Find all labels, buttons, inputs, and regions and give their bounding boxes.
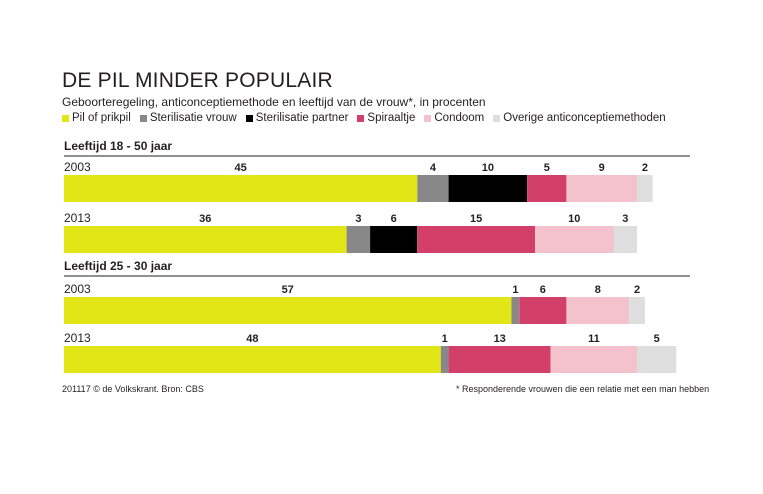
data-label-spiraaltje-2-2003: 6 [540, 284, 546, 296]
legend-swatch-overige [493, 114, 501, 122]
legend-item-sterilisatie-vrouw: Sterilisatie vrouw [139, 112, 237, 124]
bar-segment-sterilisatie-vrouw-2-2013 [440, 346, 449, 373]
chart-subtitle: Geboorteregeling, anticonceptiemethode e… [62, 95, 486, 109]
bar-segment-condoom-2-2013 [550, 346, 637, 373]
data-label-overige-2-2013: 5 [654, 333, 660, 345]
data-label-spiraaltje-1-2013: 15 [470, 213, 482, 225]
data-label-sterilisatie-vrouw-2-2013: 1 [442, 333, 448, 345]
legend-item-overige: Overige anticonceptiemethoden [493, 112, 666, 124]
bar-segment-condoom-2-2003 [566, 297, 630, 324]
data-label-overige-2-2003: 2 [634, 284, 640, 296]
bar-segment-condoom-1-2003 [566, 175, 637, 202]
chart-title: DE PIL MINDER POPULAIR [62, 69, 333, 92]
legend-swatch-sterilisatie-partner [245, 114, 253, 122]
legend-label-spiraaltje: Spiraaltje [367, 112, 416, 124]
bar-segment-overige-1-2003 [637, 175, 653, 202]
bar-segment-sterilisatie-vrouw-2-2003 [511, 297, 520, 324]
legend-label-sterilisatie-vrouw: Sterilisatie vrouw [149, 112, 237, 124]
bar-segment-overige-2-2013 [637, 346, 677, 373]
data-label-condoom-1-2003: 9 [599, 162, 605, 174]
year-label-2-2003: 2003 [64, 282, 91, 296]
group-label-1: Leeftijd 18 - 50 jaar [64, 139, 172, 153]
group-label-2: Leeftijd 25 - 30 jaar [64, 259, 172, 273]
data-label-pil-2-2003: 57 [282, 284, 294, 296]
data-label-sterilisatie-vrouw-2-2003: 1 [512, 284, 518, 296]
bar-segment-sterilisatie-vrouw-1-2003 [417, 175, 449, 202]
year-label-1-2003: 2003 [64, 160, 91, 174]
source-credit: 201117 © de Volkskrant. Bron: CBS [62, 384, 204, 394]
footnote: * Responderende vrouwen die een relatie … [456, 384, 710, 394]
year-label-2-2013: 2013 [64, 331, 91, 345]
bar-segment-overige-1-2013 [613, 226, 637, 253]
legend-item-spiraaltje: Spiraaltje [357, 112, 415, 124]
data-label-spiraaltje-1-2003: 5 [544, 162, 550, 174]
data-label-condoom-2-2013: 11 [588, 333, 600, 345]
bar-segment-sterilisatie-partner-1-2003 [448, 175, 528, 202]
legend-label-condoom: Condoom [434, 112, 485, 124]
legend-item-pil: Pil of prikpil [62, 112, 131, 124]
legend-label-overige: Overige anticonceptiemethoden [503, 112, 666, 124]
data-label-spiraaltje-2-2013: 13 [494, 333, 506, 345]
data-label-condoom-1-2013: 10 [568, 213, 580, 225]
data-label-pil-2-2013: 48 [246, 333, 258, 345]
bar-segment-overige-2-2003 [629, 297, 645, 324]
legend-swatch-pil [62, 114, 69, 122]
bar-segment-spiraaltje-2-2013 [448, 346, 551, 373]
legend-label-sterilisatie-partner: Sterilisatie partner [255, 112, 349, 124]
bar-segment-spiraaltje-2-2003 [519, 297, 567, 324]
data-label-pil-1-2013: 36 [199, 213, 211, 225]
data-label-condoom-2-2003: 8 [595, 284, 601, 296]
data-label-sterilisatie-partner-1-2013: 6 [391, 213, 397, 225]
data-label-sterilisatie-vrouw-1-2003: 4 [430, 162, 437, 174]
bar-segment-sterilisatie-vrouw-1-2013 [346, 226, 371, 253]
legend-swatch-spiraaltje [357, 114, 365, 122]
bar-segment-pil-1-2003 [64, 175, 418, 202]
legend-label-pil: Pil of prikpil [72, 112, 131, 124]
data-label-sterilisatie-partner-1-2003: 10 [482, 162, 494, 174]
bar-segment-pil-2-2003 [64, 297, 512, 324]
bar-segment-condoom-1-2013 [535, 226, 614, 253]
data-label-overige-1-2003: 2 [642, 162, 648, 174]
bar-segment-spiraaltje-1-2013 [417, 226, 536, 253]
legend-swatch-condoom [424, 114, 432, 122]
data-label-pil-1-2003: 45 [234, 162, 246, 174]
legend-item-sterilisatie-partner: Sterilisatie partner [245, 112, 349, 124]
year-label-1-2013: 2013 [64, 211, 91, 225]
bar-segment-pil-1-2013 [64, 226, 347, 253]
bar-segment-pil-2-2013 [64, 346, 441, 373]
legend-item-condoom: Condoom [424, 112, 484, 124]
bar-segment-spiraaltje-1-2003 [527, 175, 567, 202]
bar-segment-sterilisatie-partner-1-2013 [370, 226, 418, 253]
data-label-overige-1-2013: 3 [622, 213, 628, 225]
legend-swatch-sterilisatie-vrouw [139, 114, 147, 122]
legend: Pil of prikpil Sterilisatie vrouw Steril… [62, 112, 666, 124]
data-label-sterilisatie-vrouw-1-2013: 3 [355, 213, 361, 225]
